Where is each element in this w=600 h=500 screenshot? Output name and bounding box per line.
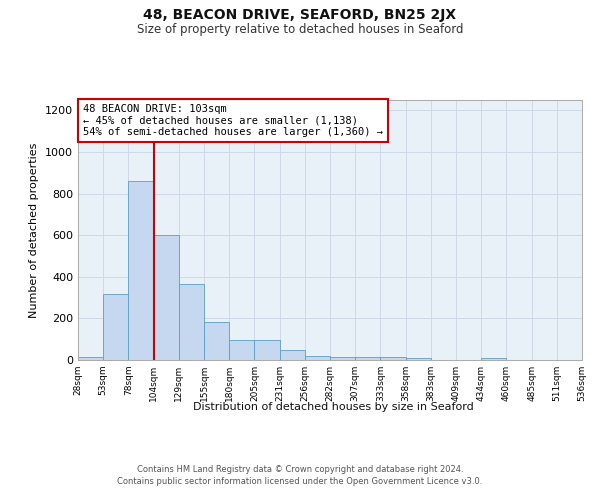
Text: Contains public sector information licensed under the Open Government Licence v3: Contains public sector information licen… <box>118 478 482 486</box>
Bar <box>330 357 355 360</box>
Bar <box>229 340 254 360</box>
Bar <box>254 340 280 360</box>
Y-axis label: Number of detached properties: Number of detached properties <box>29 142 40 318</box>
Bar <box>128 181 154 360</box>
Bar <box>380 357 406 360</box>
Text: Contains HM Land Registry data © Crown copyright and database right 2024.: Contains HM Land Registry data © Crown c… <box>137 465 463 474</box>
Bar <box>481 358 506 360</box>
Text: 48, BEACON DRIVE, SEAFORD, BN25 2JX: 48, BEACON DRIVE, SEAFORD, BN25 2JX <box>143 8 457 22</box>
Bar <box>280 350 305 360</box>
Text: Size of property relative to detached houses in Seaford: Size of property relative to detached ho… <box>137 22 463 36</box>
Text: 48 BEACON DRIVE: 103sqm
← 45% of detached houses are smaller (1,138)
54% of semi: 48 BEACON DRIVE: 103sqm ← 45% of detache… <box>83 104 383 137</box>
Bar <box>179 284 204 360</box>
Bar <box>355 357 380 360</box>
Text: Distribution of detached houses by size in Seaford: Distribution of detached houses by size … <box>193 402 473 412</box>
Bar <box>406 358 431 360</box>
Bar <box>154 235 179 360</box>
Bar <box>78 358 103 360</box>
Bar <box>204 322 229 360</box>
Bar <box>103 294 128 360</box>
Bar <box>305 356 330 360</box>
